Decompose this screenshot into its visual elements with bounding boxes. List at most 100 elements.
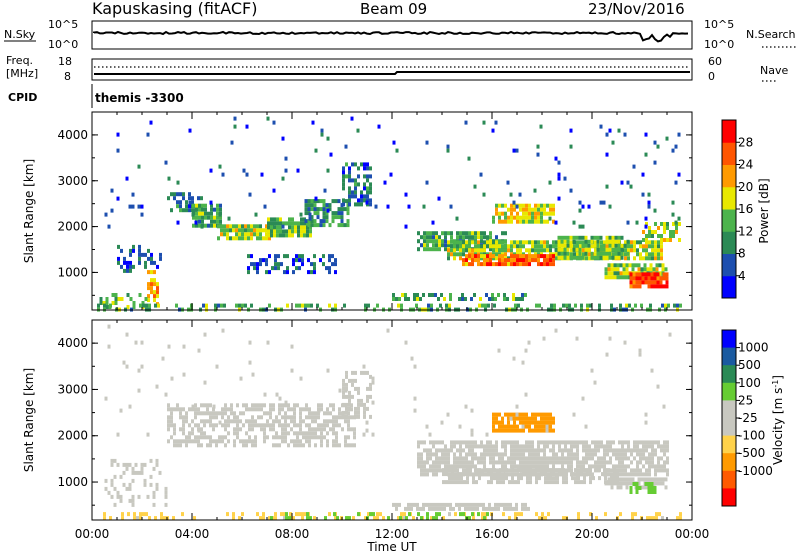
power-cell — [291, 217, 294, 222]
velocity-cell — [121, 516, 124, 521]
velocity-cell — [512, 356, 516, 361]
power-cell — [337, 215, 341, 220]
power-cell — [319, 199, 323, 204]
power-cell — [657, 240, 660, 245]
power-cell — [673, 303, 676, 308]
power-cell — [322, 211, 326, 216]
velocity-cell — [446, 412, 450, 417]
power-cell — [534, 244, 537, 249]
velocity-cell — [639, 468, 642, 473]
velocity-cell — [676, 516, 679, 521]
velocity-cell — [515, 404, 519, 409]
velocity-cell — [514, 516, 517, 521]
velocity-cell — [245, 431, 248, 436]
power-cell — [552, 219, 555, 224]
velocity-cell — [470, 506, 473, 511]
power-cell — [313, 270, 316, 275]
velocity-cell — [513, 412, 516, 417]
power-cell — [495, 235, 498, 240]
power-cell — [105, 305, 109, 309]
power-cell — [589, 303, 592, 308]
power-cell — [209, 168, 213, 173]
power-cell — [480, 254, 483, 259]
velocity-cell — [281, 415, 284, 420]
velocity-cell — [501, 440, 504, 445]
velocity-cell — [176, 403, 179, 408]
power-cell — [572, 239, 576, 244]
velocity-cell — [666, 460, 669, 465]
velocity-cell — [519, 428, 522, 433]
velocity-cell — [176, 407, 179, 412]
power-cell — [546, 244, 549, 249]
velocity-cell — [497, 502, 500, 507]
power-cell — [617, 255, 621, 260]
velocity-cell — [448, 480, 451, 485]
velocity-cell — [354, 378, 357, 383]
velocity-cell — [522, 420, 525, 425]
velocity-cell — [413, 396, 417, 401]
power-cell — [366, 166, 369, 171]
power-cell — [570, 252, 573, 257]
velocity-cell — [335, 435, 338, 440]
power-cell — [153, 290, 156, 295]
power-cell — [522, 262, 525, 267]
velocity-cell — [245, 419, 248, 424]
velocity-cell — [438, 460, 441, 465]
velocity-cell — [531, 468, 534, 473]
power-cell — [537, 258, 540, 263]
power-cell — [557, 255, 561, 260]
velocity-cell — [613, 468, 616, 473]
power-cell — [663, 222, 666, 226]
velocity-cell — [290, 368, 294, 373]
power-cell — [480, 244, 483, 249]
velocity-cell — [522, 444, 525, 449]
velocity-cell — [470, 502, 473, 507]
velocity-cell — [236, 435, 239, 440]
velocity-cell — [616, 472, 619, 477]
velocity-cell — [170, 376, 174, 381]
power-cell — [129, 252, 132, 257]
velocity-cell — [236, 415, 239, 420]
velocity-cell — [666, 472, 669, 477]
velocity-cell — [293, 403, 296, 408]
power-cell — [348, 198, 351, 203]
power-cell — [602, 251, 606, 256]
velocity-cell — [654, 452, 657, 457]
power-cell — [259, 236, 262, 241]
velocity-cell — [471, 452, 474, 457]
power-colorbar-tick-label: 8 — [738, 247, 746, 261]
power-cell — [569, 144, 573, 149]
velocity-cell — [501, 444, 504, 449]
velocity-cell — [516, 424, 519, 429]
power-cell — [459, 240, 462, 245]
power-cell — [348, 202, 351, 207]
power-cell — [150, 278, 153, 283]
power-cell — [197, 196, 200, 201]
power-cell — [307, 270, 310, 275]
power-cell — [201, 219, 204, 224]
velocity-cell — [320, 427, 323, 432]
velocity-cell — [200, 427, 203, 432]
velocity-cell — [119, 408, 123, 413]
power-cell — [501, 203, 504, 208]
velocity-cell — [471, 448, 474, 453]
power-cell — [522, 219, 525, 224]
power-cell — [605, 184, 609, 189]
power-cell — [648, 240, 651, 245]
power-cell — [507, 248, 510, 253]
velocity-cell — [133, 516, 136, 521]
velocity-cell — [543, 424, 546, 429]
power-cell — [273, 217, 276, 222]
velocity-cell — [182, 439, 185, 444]
power-cell — [141, 252, 144, 257]
power-cell — [450, 248, 453, 253]
power-cell — [659, 284, 663, 289]
velocity-heatmap-cells — [103, 324, 682, 521]
power-cell — [593, 235, 597, 240]
velocity-cell — [364, 516, 367, 521]
power-cell — [295, 254, 298, 259]
power-cell — [366, 190, 369, 195]
power-cell — [241, 232, 244, 237]
velocity-cell — [137, 470, 141, 475]
